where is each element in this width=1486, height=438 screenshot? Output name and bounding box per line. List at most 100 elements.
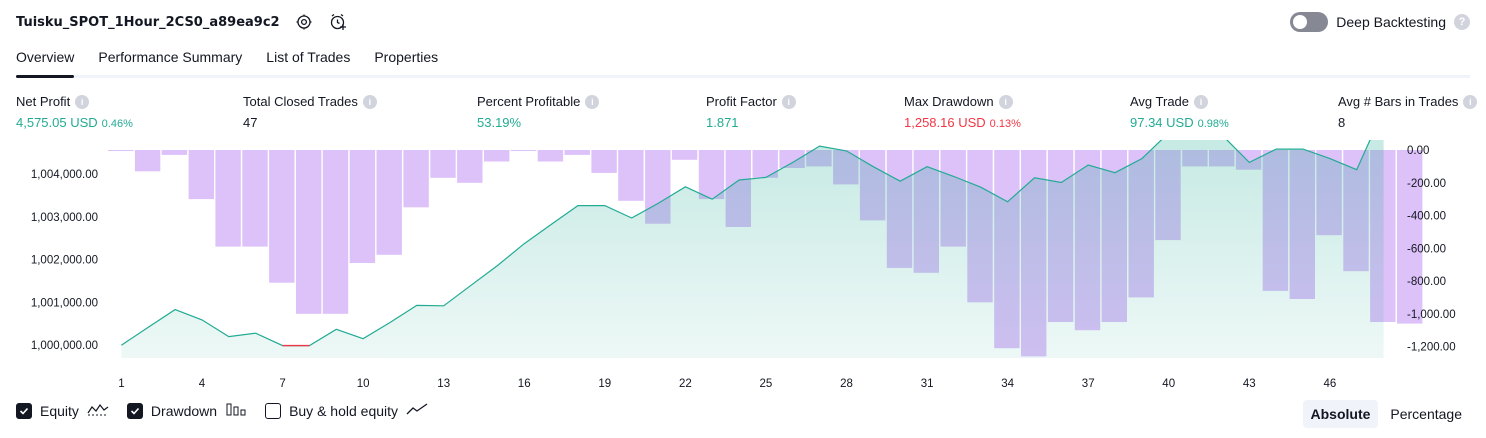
metric-value: 47 [243, 115, 257, 130]
legend-drawdown-label: Drawdown [151, 403, 217, 419]
metric-total-closed-trades: Total Closed Trades i 47 [243, 94, 377, 130]
drawdown-bar[interactable] [484, 150, 509, 162]
info-icon[interactable]: i [363, 95, 377, 109]
tab-list-of-trades[interactable]: List of Trades [266, 44, 350, 75]
drawdown-bar[interactable] [323, 150, 348, 314]
deep-backtesting: Deep Backtesting ? [1290, 12, 1470, 32]
metric-percent: 0.13% [990, 118, 1021, 130]
tab-performance-summary[interactable]: Performance Summary [98, 44, 242, 75]
drawdown-bar[interactable] [538, 150, 563, 162]
chart-legend: Equity Drawdown Buy & hold equity [16, 402, 428, 419]
info-icon[interactable]: i [782, 95, 796, 109]
right-axis-tick-label: -1,000.00 [1407, 309, 1456, 321]
drawdown-bar[interactable] [1397, 150, 1422, 324]
drawdown-bar[interactable] [430, 150, 455, 178]
drawdown-bar[interactable] [457, 150, 482, 183]
drawdown-bar[interactable] [108, 150, 133, 151]
left-axis-tick-label: 1,004,000.00 [31, 169, 98, 181]
x-axis-tick-label: 40 [1162, 378, 1175, 390]
buy-hold-line-icon [406, 402, 428, 419]
x-axis-tick-label: 28 [840, 378, 853, 390]
info-icon[interactable]: i [1194, 95, 1208, 109]
metric-label: Percent Profitable [477, 94, 580, 109]
drawdown-bar[interactable] [296, 150, 321, 314]
x-axis-tick-label: 1 [118, 378, 124, 390]
drawdown-bar[interactable] [699, 150, 724, 199]
equity-drawdown-chart[interactable]: 1,000,000.00 1,001,000.00 1,002,000.00 1,00… [0, 140, 1486, 395]
metric-label: Total Closed Trades [243, 94, 358, 109]
help-icon[interactable]: ? [1454, 14, 1470, 30]
x-axis-tick-label: 22 [679, 378, 692, 390]
drawdown-bar[interactable] [511, 150, 536, 151]
percentage-button[interactable]: Percentage [1382, 400, 1470, 428]
legend-equity[interactable]: Equity [16, 402, 109, 419]
deep-backtesting-label: Deep Backtesting [1336, 14, 1446, 30]
x-axis-tick-label: 4 [199, 378, 206, 390]
drawdown-bar[interactable] [672, 150, 697, 160]
info-icon[interactable]: i [1463, 95, 1477, 109]
checkbox-checked-icon[interactable] [127, 403, 143, 419]
right-axis-tick-label: -600.00 [1407, 243, 1446, 255]
x-axis-tick-label: 16 [518, 378, 531, 390]
x-axis-tick-label: 43 [1243, 378, 1256, 390]
right-axis-tick-label: -400.00 [1407, 211, 1446, 223]
metric-value: 1.871 [706, 115, 739, 130]
legend-buy-hold-label: Buy & hold equity [289, 403, 398, 419]
metric-max-drawdown: Max Drawdown i 1,258.16 USD 0.13% [904, 94, 1021, 130]
x-axis-tick-label: 10 [357, 378, 370, 390]
metric-value: 53.19% [477, 115, 521, 130]
metric-percent: 0.46% [102, 118, 133, 130]
legend-buy-hold[interactable]: Buy & hold equity [265, 402, 428, 419]
deep-backtesting-toggle[interactable] [1290, 12, 1328, 32]
metric-value: 97.34 USD [1130, 115, 1194, 130]
absolute-button[interactable]: Absolute [1303, 400, 1379, 428]
metric-avg-bars: Avg # Bars in Trades i 8 [1338, 94, 1477, 130]
metric-label: Avg Trade [1130, 94, 1189, 109]
report-tabs: Overview Performance Summary List of Tra… [16, 44, 1470, 78]
x-axis-tick-label: 37 [1082, 378, 1095, 390]
drawdown-bar[interactable] [618, 150, 643, 201]
drawdown-bar[interactable] [162, 150, 187, 155]
x-axis-tick-label: 46 [1324, 378, 1337, 390]
info-icon[interactable]: i [585, 95, 599, 109]
checkbox-checked-icon[interactable] [16, 403, 32, 419]
checkbox-unchecked-icon[interactable] [265, 403, 281, 419]
metric-percent: 0.98% [1198, 118, 1229, 130]
metric-net-profit: Net Profit i 4,575.05 USD 0.46% [16, 94, 133, 130]
drawdown-bar[interactable] [135, 150, 160, 171]
drawdown-bar[interactable] [565, 150, 590, 155]
add-alert-icon[interactable] [328, 12, 348, 32]
legend-equity-label: Equity [40, 403, 79, 419]
metric-value: 8 [1338, 115, 1345, 130]
drawdown-bar[interactable] [591, 150, 616, 173]
drawdown-bar[interactable] [403, 150, 428, 207]
right-axis-tick-label: -200.00 [1407, 178, 1446, 190]
x-axis-tick-label: 31 [921, 378, 934, 390]
drawdown-bars-icon [225, 402, 247, 419]
settings-icon[interactable] [294, 12, 314, 32]
drawdown-bar[interactable] [269, 150, 294, 283]
drawdown-bar[interactable] [350, 150, 375, 263]
info-icon[interactable]: i [999, 95, 1013, 109]
metric-value: 1,258.16 USD [904, 115, 986, 130]
x-axis-tick-label: 25 [760, 378, 773, 390]
tab-properties[interactable]: Properties [374, 44, 438, 75]
right-axis-tick-label: -1,200.00 [1407, 342, 1456, 354]
right-axis-tick-label: 0.00 [1407, 145, 1429, 157]
drawdown-bar[interactable] [377, 150, 402, 255]
left-axis-tick-label: 1,000,000.00 [31, 340, 98, 352]
metric-profit-factor: Profit Factor i 1.871 [706, 94, 796, 130]
drawdown-bar[interactable] [242, 150, 267, 247]
metric-percent-profitable: Percent Profitable i 53.19% [477, 94, 599, 130]
tab-overview[interactable]: Overview [16, 44, 74, 75]
info-icon[interactable]: i [75, 95, 89, 109]
drawdown-bar[interactable] [215, 150, 240, 247]
metric-value: 4,575.05 USD [16, 115, 98, 130]
legend-drawdown[interactable]: Drawdown [127, 402, 247, 419]
x-axis-tick-label: 34 [1001, 378, 1014, 390]
drawdown-bar[interactable] [189, 150, 214, 199]
x-axis-tick-label: 19 [598, 378, 611, 390]
report-header: Tuisku_SPOT_1Hour_2CS0_a89ea9c2 [16, 12, 348, 32]
left-axis-tick-label: 1,002,000.00 [31, 255, 98, 267]
metric-avg-trade: Avg Trade i 97.34 USD 0.98% [1130, 94, 1229, 130]
